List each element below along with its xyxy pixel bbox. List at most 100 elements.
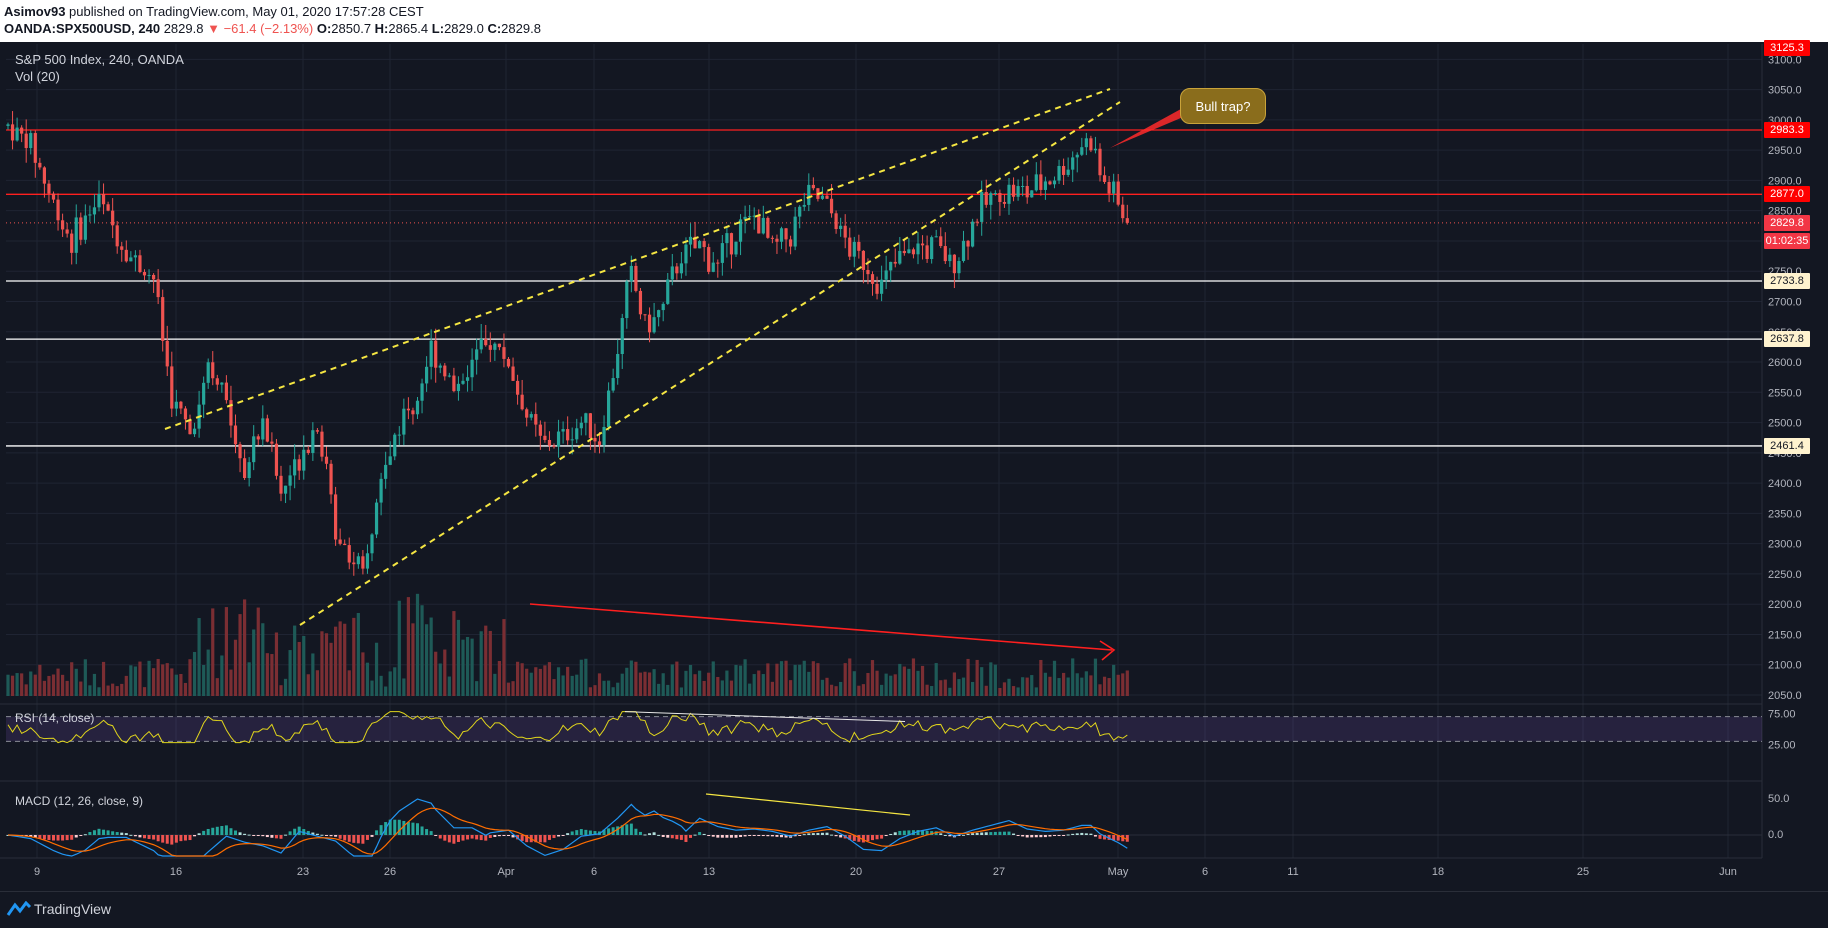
macd-histogram-bar [397, 819, 401, 835]
volume-bar [1107, 678, 1111, 696]
y-tick-label: 2500.0 [1768, 418, 1802, 430]
volume-bar [1039, 659, 1043, 696]
candle-body [497, 343, 501, 348]
macd-histogram-bar [1116, 835, 1120, 841]
macd-histogram-bar [379, 825, 383, 835]
volume-bar [543, 665, 547, 696]
volume-bar [857, 685, 861, 696]
y-tick-label: 2100.0 [1768, 660, 1802, 672]
candle-body [261, 418, 265, 440]
macd-histogram-bar [625, 824, 629, 835]
horizontal-levels [6, 129, 1762, 447]
macd-histogram-bar [188, 835, 192, 841]
volume-bar [597, 673, 602, 696]
candle-body [42, 167, 46, 184]
volume-trend-arrow [529, 603, 1113, 651]
price-label-support[interactable]: 2637.8 [1764, 331, 1810, 348]
volume-bar [602, 680, 606, 696]
macd-histogram-bar [1062, 835, 1066, 836]
volume-bar [306, 674, 310, 696]
volume-bar [839, 681, 843, 696]
volume-bar [575, 674, 579, 696]
volume-bar [707, 672, 711, 696]
macd-histogram-bar [65, 835, 69, 841]
candle-body [1066, 169, 1070, 175]
volume-bar [525, 668, 529, 696]
candle-body [798, 206, 802, 217]
macd-histogram-bar [497, 835, 501, 837]
price-label-resistance[interactable]: 2983.3 [1764, 121, 1810, 138]
candle-body [729, 233, 734, 255]
candle-body [579, 422, 583, 429]
volume-bar [939, 680, 943, 696]
macd-histogram-bar [798, 835, 802, 836]
macd-histogram-bar [648, 833, 652, 835]
candle-body [343, 543, 347, 546]
volume-bar [729, 680, 734, 696]
candle-body [279, 475, 283, 494]
volume-bar [274, 632, 279, 696]
macd-histogram-bar [866, 835, 870, 842]
volume-bar [361, 652, 365, 696]
macd-histogram-bar [1039, 835, 1043, 838]
macd-histogram-bar [79, 835, 83, 836]
volume-bar [347, 670, 351, 696]
candle-body [807, 184, 811, 205]
candle-body [975, 221, 979, 223]
macd-histogram-bar [361, 835, 365, 844]
bull-trap-callout[interactable]: Bull trap? [1180, 88, 1266, 124]
author-name[interactable]: Asimov93 [4, 4, 66, 19]
macd-histogram-bar [461, 835, 465, 841]
volume-bar [802, 660, 806, 696]
candle-body [634, 265, 638, 291]
volume-bar [497, 661, 501, 696]
macd-histogram-bar [507, 835, 510, 836]
price-label-support[interactable]: 2733.8 [1764, 273, 1810, 290]
volume-bar [657, 683, 661, 696]
macd-histogram-bar [402, 820, 406, 835]
volume-bar [1093, 658, 1098, 696]
candle-body [484, 338, 488, 346]
candle-body [1116, 181, 1120, 205]
macd-histogram-bar [61, 835, 65, 841]
volume-bar [852, 671, 856, 696]
wedge-trendlines [164, 88, 1195, 661]
macd-histogram-bar [252, 835, 256, 836]
candle-body [429, 340, 433, 367]
macd-histogram-bar [42, 835, 46, 840]
volume-bar [1066, 677, 1070, 696]
tradingview-brand[interactable]: TradingView [34, 901, 112, 917]
volume-bar [898, 663, 902, 696]
price-label-last[interactable]: 2829.8 [1764, 214, 1810, 231]
volume-bar [484, 625, 488, 696]
volume-bar [907, 668, 911, 696]
candle-body [384, 464, 388, 479]
candle-body [465, 377, 470, 381]
volume-bar [79, 681, 83, 696]
candle-body [152, 274, 156, 280]
volume-bar [384, 686, 388, 696]
candle-body [220, 382, 224, 385]
volume-bar [616, 682, 620, 696]
volume-bar [820, 679, 825, 696]
volume-bar [934, 663, 938, 696]
volume-bar [693, 674, 697, 696]
candle-body [775, 238, 779, 242]
volume-bar [65, 680, 69, 696]
publish-info: Asimov93 published on TradingView.com, M… [4, 4, 424, 19]
price-label-top[interactable]: 3125.3 [1764, 40, 1810, 56]
price-chart[interactable]: 3100.03050.03000.02950.02900.02850.02800… [0, 42, 1828, 891]
candle-body [957, 260, 961, 274]
candle-body [51, 193, 56, 200]
volume-bar [211, 608, 215, 696]
volume-bar [884, 673, 888, 696]
price-label-support[interactable]: 2461.4 [1764, 437, 1810, 454]
macd-histogram-bar [570, 831, 574, 835]
candle-body [652, 317, 656, 333]
macd-histogram-bar [1043, 835, 1047, 838]
price-label-resistance[interactable]: 2877.0 [1764, 186, 1810, 203]
price-label-countdown[interactable]: 01:02:35 [1764, 232, 1810, 249]
macd-histogram-bar [871, 835, 874, 841]
volume-bar [311, 653, 315, 696]
volume-bar [343, 623, 347, 696]
